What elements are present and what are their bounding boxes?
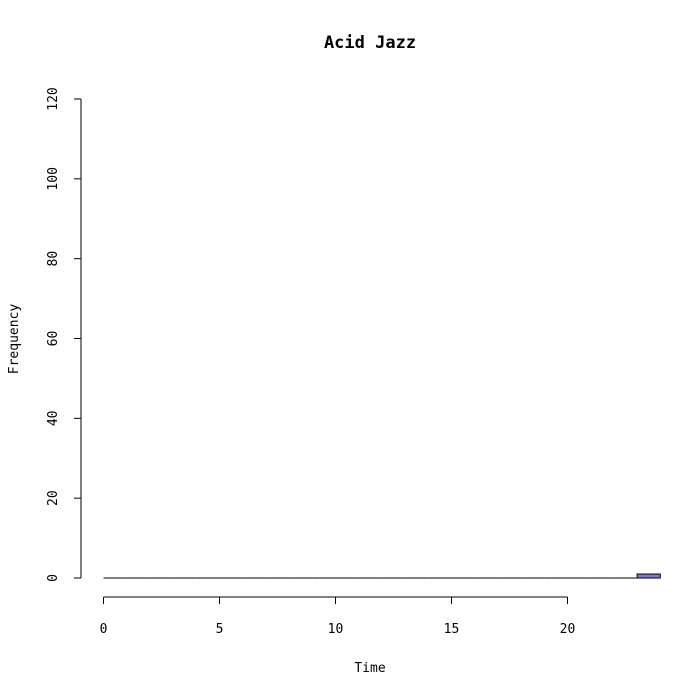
y-axis-label: Frequency (7, 304, 22, 375)
chart-title: Acid Jazz (324, 33, 416, 53)
y-tick-label: 0 (46, 574, 61, 582)
y-tick-label: 100 (46, 167, 61, 190)
x-axis: 0 5 10 15 20 (100, 596, 576, 637)
y-tick-label: 80 (46, 251, 61, 267)
x-tick-label: 10 (328, 622, 344, 637)
x-tick-label: 15 (444, 622, 460, 637)
y-tick-label: 40 (46, 411, 61, 427)
y-axis: 0 20 40 60 80 100 120 (46, 87, 82, 582)
x-axis-label: Time (354, 661, 385, 676)
x-tick-label: 20 (560, 622, 576, 637)
y-tick-label: 60 (46, 331, 61, 347)
bars-group (103, 573, 661, 579)
y-tick-label: 20 (46, 490, 61, 506)
x-tick-label: 0 (100, 622, 108, 637)
y-tick-label: 120 (46, 87, 61, 110)
histogram-bar (636, 573, 661, 579)
x-tick-label: 5 (216, 622, 224, 637)
